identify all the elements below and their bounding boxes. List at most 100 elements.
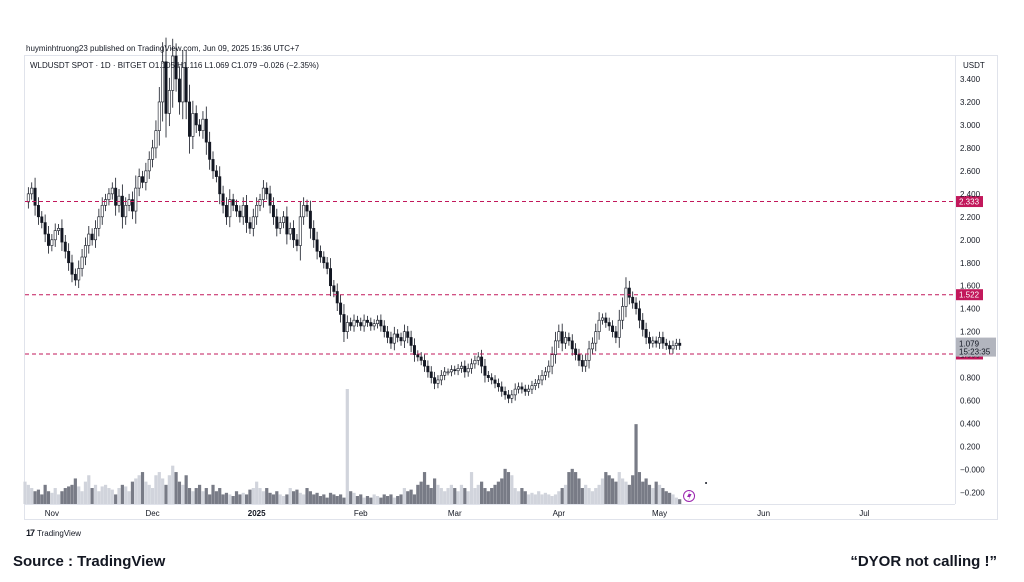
volume-bar [594,488,598,504]
volume-bar [177,481,182,504]
y-tick-label: 3.000 [960,121,981,130]
candle-down [416,354,420,358]
candle-down [567,337,571,342]
volume-bar [184,475,188,504]
candle-up [621,306,625,321]
candle-up [674,342,678,346]
candle-down [379,319,383,327]
tradingview-logo[interactable]: 17 TradingView [26,528,81,538]
candle-up [651,340,655,344]
candle-down [40,216,44,223]
volume-bar [607,475,611,504]
candle-down [275,216,279,229]
volume-bar [406,491,410,504]
volume-bar [392,497,396,504]
volume-bar [93,484,98,504]
candle-down [483,365,487,376]
volume-bar [352,492,356,504]
candle-down [67,250,71,264]
level-tag [956,289,983,301]
candle-down [177,78,181,103]
volume-bar [503,468,507,504]
candle-down [36,205,40,218]
volume-bar [197,484,202,504]
candle-up [466,368,470,373]
volume-bar [328,492,333,504]
volume-bar [157,472,161,504]
volume-bar [422,472,427,504]
candle-down [463,365,467,373]
volume-bar [288,488,292,504]
volume-bar [298,492,302,504]
candle-down [332,285,336,292]
volume-bar [224,492,229,504]
tradingview-logo-icon: 17 [26,528,35,538]
volume-bar [281,496,286,504]
volume-bar [201,491,205,504]
candle-down [641,319,645,330]
volume-bar [43,484,47,504]
volume-bar [375,496,380,504]
volume-bar [439,488,443,504]
volume-bar [416,484,420,504]
candle-down [506,394,510,399]
volume-bar [409,489,413,504]
x-tick-label: Jun [757,509,770,518]
volume-bar [379,497,383,504]
candle-down [184,67,188,103]
tradingview-logo-text: TradingView [37,528,82,538]
time-axis[interactable] [25,504,955,520]
candle-up [402,331,406,342]
volume-bar [244,494,249,504]
volume-bar [144,481,148,504]
candle-up [446,371,450,374]
volume-bar [396,496,400,504]
volume-bar [389,494,393,504]
candle-up [255,205,259,218]
candle-down [433,377,437,384]
x-tick-label: Apr [553,509,566,518]
candle-down [661,337,665,344]
volume-bar [547,494,551,504]
disclaimer-caption: “DYOR not calling !” [850,553,997,570]
candle-down [292,228,296,241]
volume-bar [637,472,642,504]
candle-down [382,325,386,332]
candle-up [77,268,81,281]
volume-bar [171,465,175,504]
volume-bar [590,491,595,504]
volume-bar [563,484,568,504]
volume-bar [315,492,319,504]
volume-bar [402,488,406,504]
candle-down [631,296,635,304]
volume-bar [251,488,255,504]
volume-bar [87,475,91,504]
y-tick-label: 1.800 [960,259,981,268]
candle-up [550,354,554,367]
candle-up [456,368,460,372]
candle-up [439,375,443,381]
candle-up [201,118,205,131]
price-unit[interactable]: USDT [963,61,985,70]
volume-bar [627,484,631,504]
candle-down [490,377,494,381]
volume-bar [419,481,423,504]
volume-bar [436,484,440,504]
candle-up [372,323,376,327]
candle-down [604,317,608,323]
candle-down [359,322,363,327]
candle-up [87,233,91,246]
candle-down [120,195,124,218]
volume-bar [449,484,453,504]
volume-bar [359,494,363,504]
candle-down [419,356,423,361]
y-tick-label: −0.200 [960,489,985,498]
level-tag-label: 1.522 [959,291,980,300]
candle-up [94,228,97,241]
y-tick-label: 0.800 [960,374,981,383]
volume-bar [302,494,306,504]
price-axis[interactable] [955,56,998,504]
volume-bar [674,497,678,504]
candle-up [537,379,541,384]
